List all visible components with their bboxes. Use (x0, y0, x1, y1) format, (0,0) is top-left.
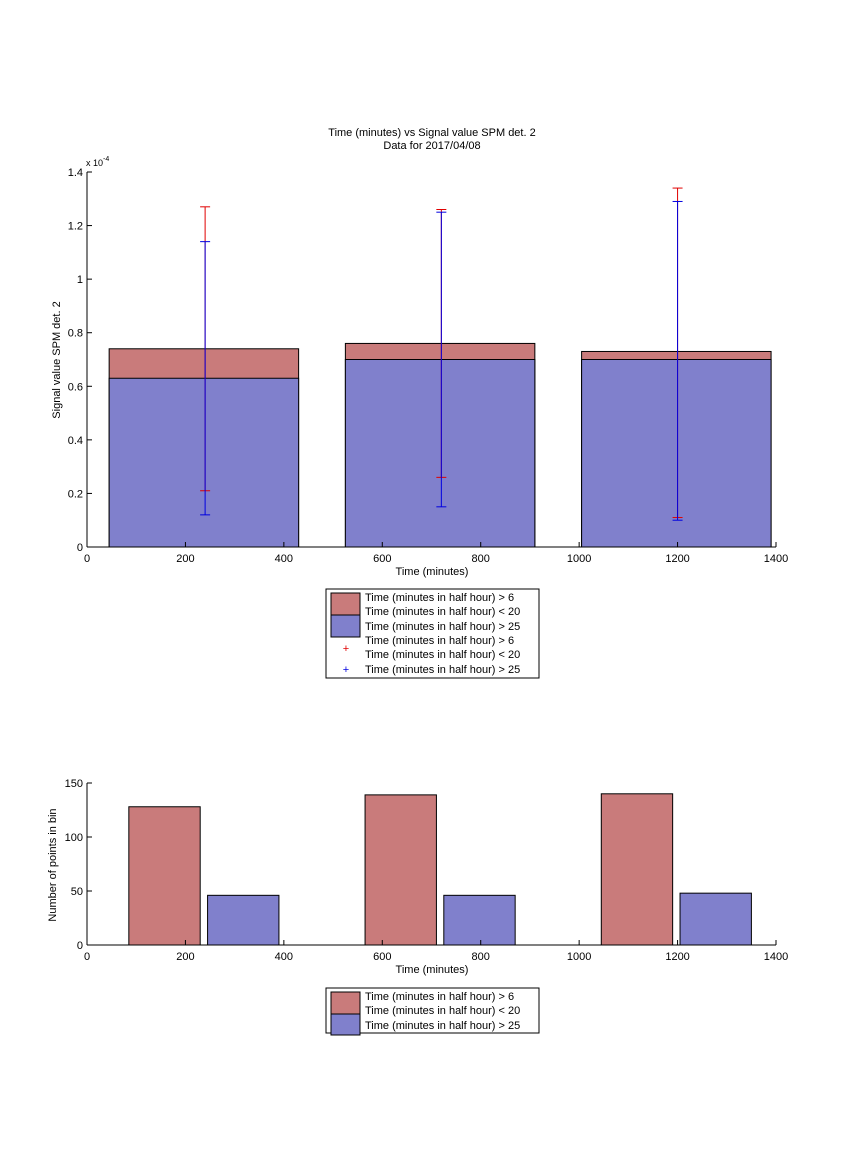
chart1-xlabel: Time (minutes) (396, 566, 469, 578)
chart1-x-tick-label: 1400 (764, 553, 788, 565)
chart2-plot-area: 0 200 400 600 800 1000 1200 1400 0 50 100 150 (65, 778, 789, 963)
chart2-x-tick-label: 800 (472, 951, 490, 963)
chart1-legend-entry3-line2: Time (minutes in half hour) < 20 (365, 649, 520, 661)
chart2-x-tick-label: 0 (84, 951, 90, 963)
chart1-x-tick-label: 200 (176, 553, 194, 565)
chart1-x-tick-label: 800 (472, 553, 490, 565)
chart2-bar-blue (443, 894, 516, 946)
chart1-exponent-power: -4 (103, 156, 109, 163)
chart1-legend-marker-red: + (343, 643, 349, 655)
chart2-x-tick-label: 200 (176, 951, 194, 963)
chart1-legend-swatch-blue (330, 614, 361, 638)
chart1-x-tick-label: 600 (373, 553, 391, 565)
chart2-bar-blue (679, 892, 752, 946)
chart1-y-tick-label: 0.6 (68, 381, 83, 393)
chart1-y-tick-label: 1.2 (68, 221, 83, 233)
chart2-legend-swatch-red (330, 991, 361, 1015)
chart2-bar-red (600, 793, 674, 946)
chart1-bar-blue (344, 359, 536, 548)
chart2-y-tick-label: 50 (71, 886, 83, 898)
chart2-x-tick-label: 1000 (567, 951, 591, 963)
chart1-bar-blue (581, 359, 772, 548)
chart1-x-tick-label: 0 (84, 553, 90, 565)
chart1-subtitle: Data for 2017/04/08 (383, 140, 480, 152)
chart1-y-tick-label: 0.2 (68, 488, 83, 500)
chart2-bar-red (128, 806, 201, 946)
chart2-bar-red (364, 794, 437, 946)
chart2-x-tick-label: 1400 (764, 951, 788, 963)
chart1-legend-entry3-line1: Time (minutes in half hour) > 6 (365, 635, 514, 647)
chart2-y-tick-label: 100 (65, 832, 83, 844)
chart1-y-tick-label: 0 (77, 542, 83, 554)
chart2-legend-box (325, 987, 540, 1034)
chart1-legend: Time (minutes in half hour) > 6 Time (mi… (325, 588, 540, 679)
chart1-legend-swatch-red (330, 592, 361, 616)
chart2-x-tick-label: 600 (373, 951, 391, 963)
chart2-legend-entry1-line1: Time (minutes in half hour) > 6 (365, 991, 514, 1003)
chart1-y-tick-label: 1.4 (68, 167, 83, 179)
chart2-x-tick-label: 400 (275, 951, 293, 963)
chart2-xlabel: Time (minutes) (396, 964, 469, 976)
chart1-legend-entry2-line1: Time (minutes in half hour) > 25 (365, 621, 520, 633)
chart1-plot-area: 0 200 400 600 800 1000 1200 1400 0 0.2 0.4 0.6 0.8 1 1… (68, 167, 789, 565)
chart1-y-tick-label: 0.8 (68, 328, 83, 340)
chart1-title: Time (minutes) vs Signal value SPM det. … (328, 127, 535, 139)
chart2-x-tick-label: 1200 (665, 951, 689, 963)
chart2-y-tick-label: 0 (77, 940, 83, 952)
chart2-bar-blue (207, 894, 280, 946)
chart1-exponent-base: x 10 (86, 158, 103, 168)
chart2-y-tick-label: 150 (65, 778, 83, 790)
chart2-ylabel: Number of points in bin (47, 808, 59, 921)
chart1-exponent-label: x 10-4 (86, 156, 109, 168)
chart1-bar-blue (108, 377, 300, 548)
chart1-y-tick-label: 0.4 (68, 435, 83, 447)
chart1-x-tick-label: 1000 (567, 553, 591, 565)
chart2-legend: Time (minutes in half hour) > 6 Time (mi… (325, 987, 540, 1036)
chart1-legend-marker-blue: + (343, 664, 349, 676)
chart2-legend-swatch-blue (330, 1013, 361, 1036)
chart2-legend-entry2-line1: Time (minutes in half hour) > 25 (365, 1020, 520, 1032)
chart1-ylabel: Signal value SPM det. 2 (51, 301, 63, 418)
chart1-y-tick-label: 1 (77, 274, 83, 286)
chart1-legend-entry4-line1: Time (minutes in half hour) > 25 (365, 664, 520, 676)
chart2-legend-entry1-line2: Time (minutes in half hour) < 20 (365, 1005, 520, 1017)
chart1-legend-entry1-line2: Time (minutes in half hour) < 20 (365, 606, 520, 618)
chart1-x-tick-label: 400 (275, 553, 293, 565)
chart1-legend-box (325, 588, 540, 679)
chart1-x-tick-label: 1200 (665, 553, 689, 565)
chart1-legend-entry1-line1: Time (minutes in half hour) > 6 (365, 592, 514, 604)
